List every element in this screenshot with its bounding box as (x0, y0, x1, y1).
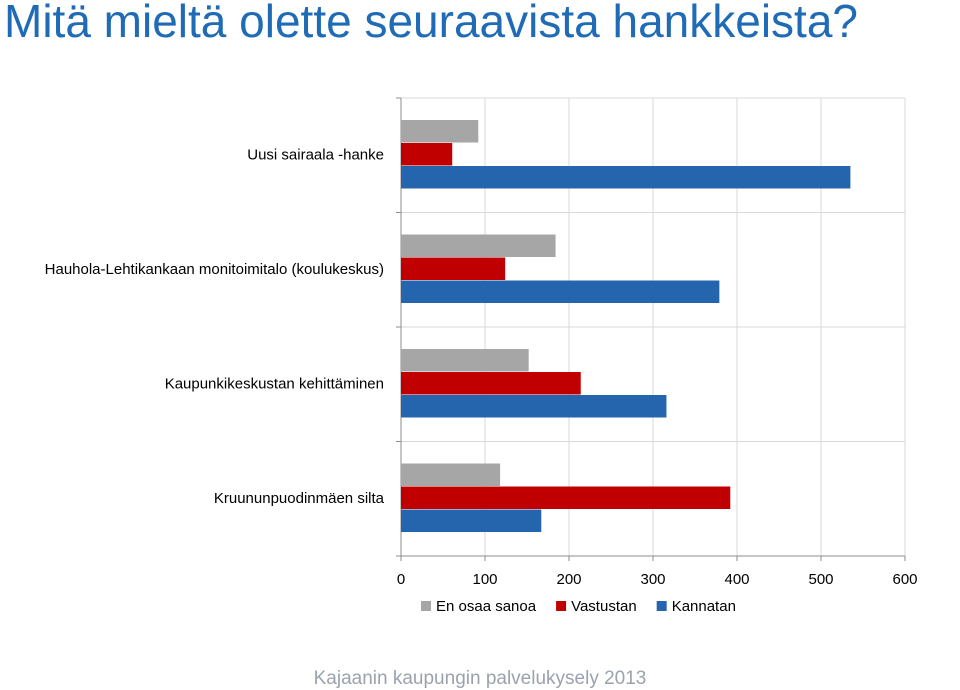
legend-swatch (556, 601, 567, 611)
bar (401, 395, 667, 418)
bar (401, 166, 851, 189)
category-label: Kruununpuodinmäen silta (214, 490, 385, 507)
x-tick-label: 600 (892, 571, 917, 588)
x-tick-labels: 0 100 200 300 400 500 600 (397, 571, 918, 588)
legend-label: En osaa sanoa (436, 598, 537, 615)
bars (401, 120, 851, 532)
bar (401, 349, 529, 372)
legend-label: Vastustan (571, 598, 637, 615)
bar (401, 280, 720, 303)
bar (401, 143, 453, 166)
footer-note: Kajaanin kaupungin palvelukysely 2013 (313, 668, 647, 689)
category-label: Hauhola-Lehtikankaan monitoimitalo (koul… (45, 261, 384, 278)
bar (401, 120, 479, 143)
bar (401, 257, 506, 280)
category-label: Kaupunkikeskustan kehittäminen (165, 375, 384, 392)
x-tick-label: 500 (808, 571, 833, 588)
category-labels: Uusi sairaala -hanke Hauhola-Lehtikankaan… (45, 146, 385, 507)
legend: En osaa sanoa Vastustan Kannatan (421, 598, 736, 615)
legend-swatch (656, 601, 667, 611)
x-tick-label: 200 (556, 571, 581, 588)
bar (401, 486, 731, 509)
category-label: Uusi sairaala -hanke (247, 146, 384, 163)
x-tick-label: 0 (397, 571, 405, 588)
bar (401, 372, 581, 395)
legend-label: Kannatan (672, 598, 736, 615)
bar (401, 234, 556, 257)
x-tick-label: 400 (724, 571, 749, 588)
x-tick-label: 100 (472, 571, 497, 588)
x-tick-label: 300 (640, 571, 665, 588)
bar (401, 463, 501, 486)
page-title: Mitä mieltä olette seuraavista hankkeist… (4, 0, 858, 47)
bar-chart: Uusi sairaala -hanke Hauhola-Lehtikankaan… (45, 97, 918, 615)
bar (401, 509, 542, 532)
legend-swatch (421, 601, 431, 611)
